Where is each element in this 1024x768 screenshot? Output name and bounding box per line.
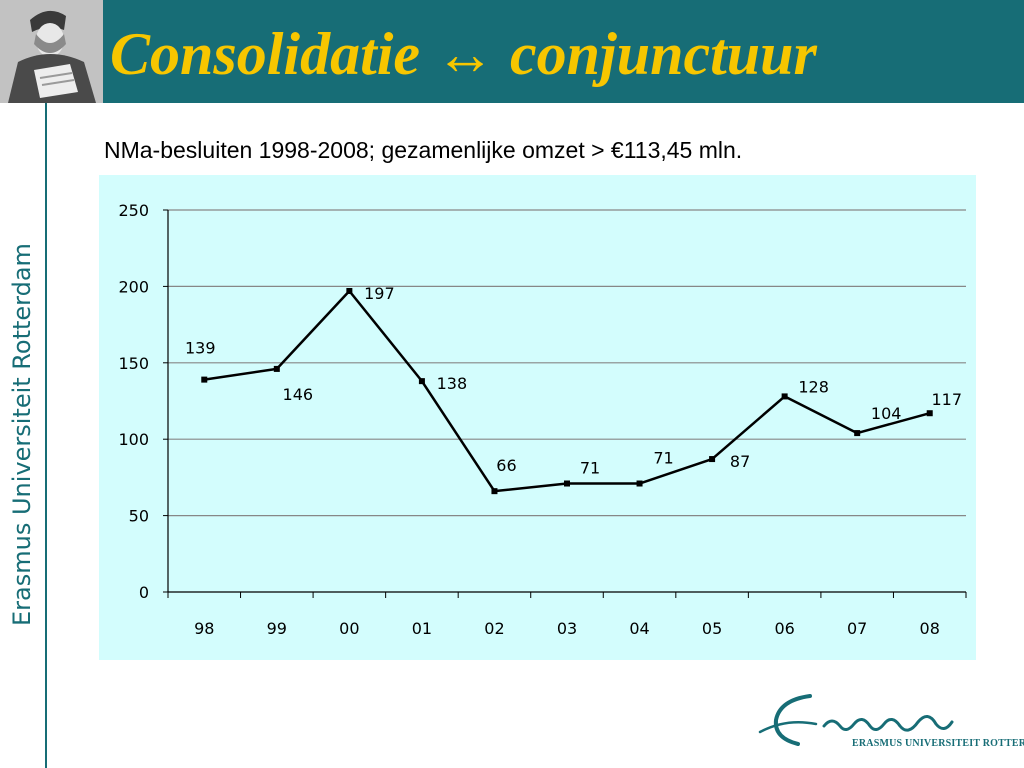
x-tick-label: 07 — [847, 619, 867, 638]
y-tick-label: 250 — [118, 201, 149, 220]
erasmus-logo — [758, 688, 1018, 754]
data-point — [854, 430, 861, 437]
y-tick-label: 50 — [129, 507, 149, 526]
data-label: 104 — [871, 404, 902, 423]
x-tick-label: 04 — [629, 619, 649, 638]
data-point — [346, 287, 353, 294]
x-tick-label: 03 — [557, 619, 577, 638]
data-label: 138 — [437, 374, 468, 393]
data-label: 71 — [653, 449, 673, 468]
data-label: 66 — [496, 456, 516, 475]
data-label: 87 — [730, 452, 750, 471]
side-divider-line — [45, 103, 47, 768]
logo-wordmark: ERASMUS UNIVERSITEIT ROTTERDAM — [852, 738, 1024, 749]
erasmus-portrait-image — [0, 0, 103, 103]
data-point — [926, 410, 933, 417]
data-label: 139 — [185, 339, 216, 358]
y-tick-label: 200 — [118, 277, 149, 296]
data-label: 128 — [798, 377, 829, 396]
x-tick-label: 08 — [920, 619, 940, 638]
data-point — [491, 488, 498, 495]
data-point — [781, 393, 788, 400]
x-tick-label: 02 — [484, 619, 504, 638]
data-point — [636, 480, 643, 487]
slide-title: Consolidatie ↔ conjunctuur — [110, 21, 817, 87]
y-tick-label: 100 — [118, 430, 149, 449]
data-label: 146 — [283, 385, 314, 404]
y-tick-label: 150 — [118, 354, 149, 373]
data-point — [564, 480, 570, 487]
x-tick-label: 98 — [194, 619, 214, 638]
data-label: 197 — [364, 284, 395, 303]
chart-subtitle: NMa-besluiten 1998-2008; gezamenlijke om… — [104, 137, 743, 163]
side-university-name: Erasmus Universiteit Rotterdam — [8, 243, 36, 626]
x-tick-label: 06 — [774, 619, 794, 638]
chart-area: 0 50 100 150 200 250 98 99 00 01 02 03 04 05 06 07 08 139… — [99, 175, 976, 660]
line-chart: 0 50 100 150 200 250 98 99 00 01 02 03 04 05 06 07 08 139… — [118, 201, 967, 638]
y-tick-label: 0 — [139, 583, 149, 602]
data-point — [709, 456, 716, 463]
slide-header: Consolidatie ↔ conjunctuur — [0, 0, 1024, 103]
data-label: 117 — [931, 390, 962, 409]
data-point — [201, 376, 208, 383]
x-tick-label: 99 — [267, 619, 287, 638]
data-point — [273, 365, 280, 372]
data-label: 71 — [580, 459, 600, 478]
x-tick-label: 01 — [412, 619, 432, 638]
x-tick-label: 00 — [339, 619, 359, 638]
data-point — [418, 378, 425, 385]
x-tick-label: 05 — [702, 619, 722, 638]
